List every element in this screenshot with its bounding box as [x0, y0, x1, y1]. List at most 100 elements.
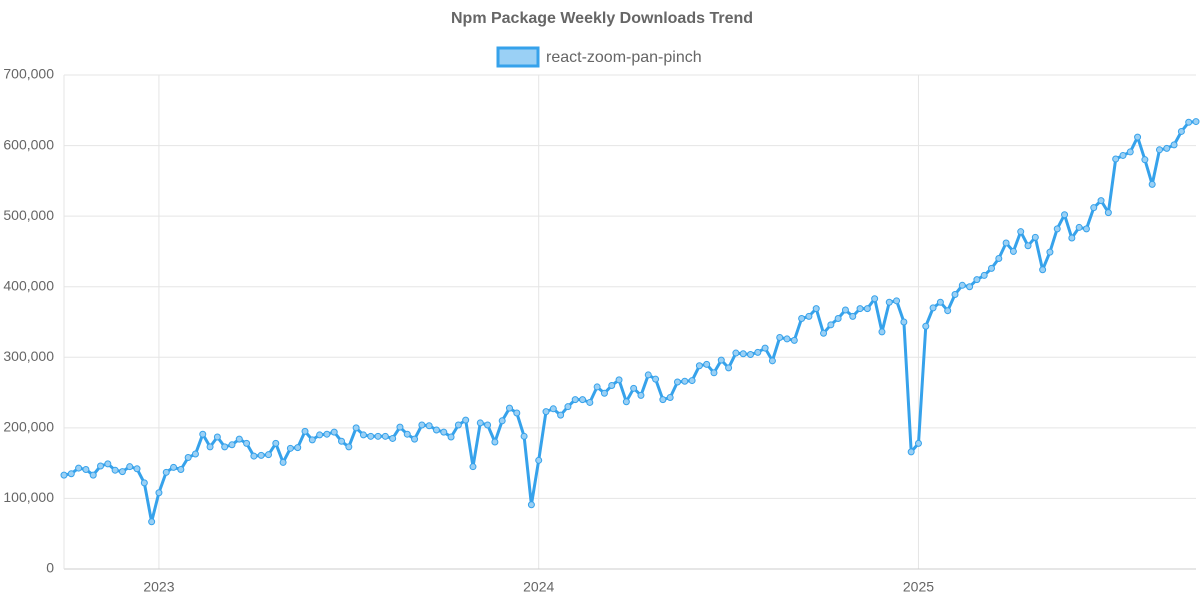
- y-tick-label: 300,000: [3, 348, 54, 364]
- point: [761, 344, 769, 352]
- point: [659, 396, 667, 404]
- point: [527, 501, 535, 509]
- point: [747, 350, 755, 358]
- point: [1082, 225, 1090, 233]
- point: [1090, 204, 1098, 212]
- point: [191, 450, 199, 458]
- point: [111, 466, 119, 474]
- point: [1112, 155, 1120, 163]
- point: [484, 421, 492, 429]
- point: [148, 518, 156, 526]
- point: [75, 464, 83, 472]
- point: [856, 305, 864, 313]
- point: [381, 432, 389, 440]
- point: [1163, 144, 1171, 152]
- point: [893, 297, 901, 305]
- y-tick-label: 400,000: [3, 277, 54, 293]
- point: [652, 375, 660, 383]
- point: [805, 312, 813, 320]
- point: [1061, 211, 1069, 219]
- point: [732, 349, 740, 357]
- point: [966, 283, 974, 291]
- point: [1134, 133, 1142, 141]
- point: [82, 465, 90, 473]
- point: [213, 433, 221, 441]
- point: [768, 357, 776, 365]
- point: [279, 458, 287, 466]
- point: [549, 405, 557, 413]
- point: [980, 271, 988, 279]
- point: [1002, 239, 1010, 247]
- point: [367, 432, 375, 440]
- point: [863, 305, 871, 313]
- point: [411, 435, 419, 443]
- point: [1185, 118, 1193, 126]
- point: [126, 463, 134, 471]
- point: [849, 312, 857, 320]
- point: [1104, 209, 1112, 217]
- point: [1155, 146, 1163, 154]
- point: [257, 451, 265, 459]
- point: [316, 431, 324, 439]
- point: [1017, 228, 1025, 236]
- point: [118, 468, 126, 476]
- point: [330, 428, 338, 436]
- point: [542, 408, 550, 416]
- point: [250, 452, 258, 460]
- point: [352, 424, 360, 432]
- point: [374, 432, 382, 440]
- point: [717, 356, 725, 364]
- point: [286, 444, 294, 452]
- point: [1039, 266, 1047, 274]
- point: [1141, 156, 1149, 164]
- point: [688, 377, 696, 385]
- point: [1031, 233, 1039, 241]
- point: [243, 439, 251, 447]
- y-tick-label: 700,000: [3, 66, 54, 82]
- point: [440, 428, 448, 436]
- point: [1024, 242, 1032, 250]
- point: [783, 335, 791, 343]
- point: [323, 430, 331, 438]
- point: [695, 362, 703, 370]
- chart-title: Npm Package Weekly Downloads Trend: [451, 10, 753, 27]
- point: [1148, 180, 1156, 188]
- point: [520, 432, 528, 440]
- point: [403, 430, 411, 438]
- point: [666, 394, 674, 402]
- point: [228, 441, 236, 449]
- point: [1119, 151, 1127, 159]
- point: [272, 439, 280, 447]
- point: [89, 471, 97, 479]
- point: [637, 391, 645, 399]
- point: [579, 396, 587, 404]
- point: [462, 416, 470, 424]
- point: [505, 404, 513, 412]
- point: [900, 318, 908, 326]
- y-tick-label: 100,000: [3, 489, 54, 505]
- point: [973, 276, 981, 284]
- point: [827, 321, 835, 329]
- point: [995, 254, 1003, 262]
- point: [432, 426, 440, 434]
- point: [600, 389, 608, 397]
- point: [608, 382, 616, 390]
- x-tick-label: 2024: [523, 579, 554, 595]
- point: [294, 444, 302, 452]
- point: [264, 451, 272, 459]
- point: [615, 376, 623, 384]
- point: [359, 431, 367, 439]
- point: [644, 371, 652, 379]
- point: [754, 348, 762, 356]
- point: [97, 462, 105, 470]
- point: [425, 422, 433, 430]
- y-tick-label: 0: [46, 560, 54, 576]
- point: [1009, 247, 1017, 255]
- point: [447, 433, 455, 441]
- point: [469, 463, 477, 471]
- point: [199, 430, 207, 438]
- point: [1046, 248, 1054, 256]
- point: [622, 398, 630, 406]
- point: [907, 448, 915, 456]
